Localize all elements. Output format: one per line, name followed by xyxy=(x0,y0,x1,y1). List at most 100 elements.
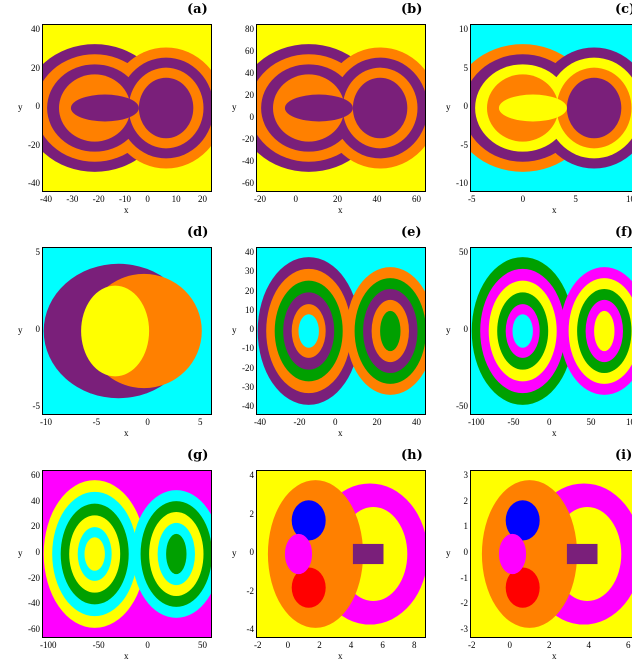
basin-svg xyxy=(43,263,202,399)
basin-svg xyxy=(471,257,632,405)
y-tick-label: -30 xyxy=(242,381,254,392)
basin-ring-right xyxy=(166,533,187,575)
x-axis-label: x xyxy=(124,651,129,661)
y-tick-label: 0 xyxy=(249,547,255,557)
y-axis-label: y xyxy=(446,325,451,335)
x-tick-label: 10 xyxy=(171,194,181,204)
x-tick-label: 50 xyxy=(198,640,207,650)
y-tick-label: 5 xyxy=(463,62,469,73)
x-tick-label: 0 xyxy=(285,640,291,650)
basin-core xyxy=(70,94,139,122)
y-tick-label: 0 xyxy=(35,324,41,334)
x-tick-label: -10 xyxy=(40,417,52,427)
basin-svg xyxy=(257,257,426,405)
x-tick-label: 2 xyxy=(317,640,322,650)
basin-plot xyxy=(42,247,212,415)
y-axis-label: y xyxy=(18,548,23,558)
x-tick-label: -50 xyxy=(92,640,105,650)
x-tick-label: 4 xyxy=(586,640,592,650)
y-tick-label: -10 xyxy=(242,343,254,354)
x-tick-label: -40 xyxy=(254,417,266,427)
x-tick-label: -50 xyxy=(507,417,520,427)
panel-label: (h) xyxy=(401,448,423,463)
basin-plot xyxy=(42,24,212,192)
basin-plot xyxy=(256,247,426,415)
basin-lobe-left xyxy=(267,480,364,628)
x-tick-label: 50 xyxy=(586,417,596,427)
x-tick-label: 0 xyxy=(520,194,526,204)
x-axis-label: x xyxy=(552,205,557,215)
y-tick-label: 3 xyxy=(463,470,469,480)
basin-band xyxy=(352,543,384,565)
x-tick-label: 20 xyxy=(198,194,207,204)
basin-blob-blue xyxy=(291,500,326,541)
y-tick-label: 40 xyxy=(245,68,254,78)
y-tick-label: 10 xyxy=(459,24,468,34)
y-tick-label: -20 xyxy=(242,134,254,144)
basin-svg xyxy=(481,480,632,628)
x-tick-label: 0 xyxy=(507,640,513,650)
x-tick-label: 6 xyxy=(626,640,631,650)
basin-blob-red xyxy=(505,567,540,608)
y-tick-label: 1 xyxy=(463,521,469,532)
y-tick-label: -50 xyxy=(456,401,468,411)
y-tick-label: 0 xyxy=(35,547,41,557)
x-tick-label: -100 xyxy=(40,640,57,650)
x-tick-label: 0 xyxy=(145,194,150,204)
y-tick-label: 40 xyxy=(31,495,40,506)
panel-g: (g) -100 -50 0 50 60 40 20 0 -20 -40 -60 x y xyxy=(18,448,227,668)
x-tick-label: 4 xyxy=(348,640,354,650)
x-tick-label: 60 xyxy=(412,194,421,204)
basin-plot xyxy=(42,470,212,638)
y-tick-label: -20 xyxy=(28,139,40,150)
basin-lobe-right xyxy=(352,77,408,139)
x-tick-label: 6 xyxy=(380,640,385,650)
panel-e: (e) -40 -20 0 20 40 40 30 20 10 0 -10 -20 -30 -40 x y xyxy=(232,225,441,445)
panel-i: (i) -2 0 2 4 6 3 2 1 0 -1 -2 -3 x y xyxy=(446,448,632,668)
y-tick-label: 50 xyxy=(459,247,468,257)
basin-blob-magenta xyxy=(498,533,527,575)
x-tick-label: -20 xyxy=(92,194,105,204)
x-tick-label: 40 xyxy=(372,194,382,204)
y-axis-label: y xyxy=(446,548,451,558)
x-axis-label: x xyxy=(124,428,129,438)
x-tick-label: 0 xyxy=(333,417,338,427)
basin-core xyxy=(81,285,150,377)
basin-core xyxy=(84,537,105,571)
panel-label: (d) xyxy=(187,225,209,240)
basin-lobe-right xyxy=(566,77,622,139)
y-tick-label: 2 xyxy=(249,508,255,519)
basin-svg xyxy=(42,44,212,172)
panel-d: (d) -10 -5 0 5 5 0 -5 x y xyxy=(18,225,227,445)
x-tick-label: -5 xyxy=(468,194,476,204)
x-tick-label: 5 xyxy=(573,194,578,204)
basin-core xyxy=(298,314,319,348)
y-tick-label: -60 xyxy=(242,178,254,188)
x-tick-label: 40 xyxy=(412,417,421,427)
y-tick-label: -4 xyxy=(246,624,255,634)
x-tick-label: 10 xyxy=(626,194,632,204)
y-tick-label: 0 xyxy=(35,101,41,111)
y-tick-label: -60 xyxy=(28,624,40,634)
y-tick-label: -5 xyxy=(32,401,41,411)
basin-plot xyxy=(256,470,426,638)
y-tick-label: 10 xyxy=(245,304,254,315)
y-tick-label: 40 xyxy=(31,24,40,34)
x-axis-label: x xyxy=(124,205,129,215)
y-tick-label: -10 xyxy=(456,178,468,188)
y-axis-label: y xyxy=(232,325,237,335)
x-tick-label: 5 xyxy=(198,417,203,427)
y-tick-label: 30 xyxy=(245,266,254,277)
panel-h: (h) -2 0 2 4 6 8 4 2 0 -2 -4 x y xyxy=(232,448,441,668)
basin-core xyxy=(284,94,353,122)
x-tick-label: 0 xyxy=(145,640,150,650)
basin-blob-blue xyxy=(505,500,540,541)
basin-svg xyxy=(470,44,632,172)
panel-label: (i) xyxy=(615,448,632,463)
y-tick-label: -40 xyxy=(28,598,40,609)
y-tick-label: -3 xyxy=(460,624,469,634)
x-tick-label: 0 xyxy=(547,417,552,427)
basin-svg xyxy=(256,44,426,172)
x-tick-label: 2 xyxy=(547,640,552,650)
